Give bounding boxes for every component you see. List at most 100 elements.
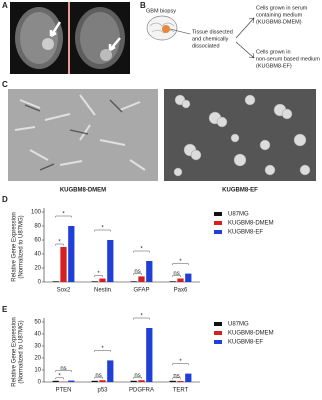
bar [107, 240, 114, 282]
diagram-text: (KUGBM8-DMEM) [256, 19, 302, 25]
significance-bracket [94, 377, 103, 379]
bar [146, 261, 153, 282]
bar [169, 380, 176, 382]
bar [52, 380, 59, 382]
diagram-text: GBM biopsy [146, 8, 176, 14]
significance-label: * [58, 373, 61, 379]
significance-bracket [133, 273, 142, 275]
y-tick-label: 10 [34, 368, 41, 374]
x-tick-label: p53 [97, 388, 108, 394]
x-tick-label: PTEN [55, 388, 71, 394]
legend-swatch [214, 221, 222, 225]
brain-icon [146, 15, 191, 41]
mri-image [10, 2, 68, 74]
significance-bracket [172, 263, 189, 266]
significance-bracket [94, 350, 111, 352]
significance-label: ns [60, 366, 66, 372]
legend-label: KUGBM8-EF [228, 340, 263, 346]
y-axis-label: (Normalized to U87MG) [19, 215, 25, 278]
y-tick-label: 60 [34, 238, 41, 244]
y-axis-label: Relative Gene Expression [12, 212, 18, 281]
legend-swatch [214, 340, 222, 344]
y-tick-label: 40 [34, 252, 41, 258]
significance-bracket [172, 275, 181, 277]
legend-label: KUGBM8-DMEM [228, 331, 274, 337]
diagram-text: Cells grown in serum [256, 5, 308, 11]
micrograph [8, 89, 158, 181]
significance-label: * [62, 212, 65, 218]
panel-label: B [140, 1, 146, 10]
y-tick-label: 20 [34, 356, 41, 362]
bar [177, 278, 184, 282]
significance-label: * [101, 346, 104, 352]
legend-label: KUGBM8-EF [228, 230, 263, 236]
bar [91, 281, 98, 282]
panel-label: D [2, 195, 8, 204]
significance-bracket [133, 377, 142, 379]
diagram-text: and chemically [192, 36, 229, 42]
significance-label: * [179, 359, 182, 365]
micrograph [164, 89, 316, 181]
bar [169, 281, 176, 282]
arrow [235, 17, 255, 59]
y-tick-label: 40 [34, 332, 41, 338]
significance-bracket [55, 215, 72, 218]
legend-label: KUGBM8-DMEM [228, 221, 274, 227]
panel-label: A [2, 1, 8, 10]
significance-label: * [58, 240, 61, 246]
significance-label: * [179, 259, 182, 265]
bar [99, 278, 106, 282]
significance-bracket [172, 363, 189, 366]
significance-label: * [97, 271, 100, 277]
y-tick-label: 80 [34, 224, 41, 230]
diagram-text: containing medium [256, 12, 303, 18]
bar [68, 380, 75, 382]
significance-bracket [55, 243, 64, 246]
y-tick-label: 30 [34, 344, 41, 350]
y-tick-label: 20 [34, 266, 41, 272]
legend-label: U87MG [228, 322, 249, 328]
x-tick-label: Pax6 [174, 288, 188, 294]
bar [185, 273, 192, 282]
significance-bracket [55, 370, 72, 373]
y-axis-label: (Normalized to U87MG) [19, 320, 25, 383]
diagram-text: (KUGBM8-EF) [256, 63, 292, 69]
x-tick-label: TERT [173, 388, 189, 394]
significance-bracket [94, 275, 103, 277]
bar [130, 281, 137, 282]
significance-label: * [140, 247, 143, 253]
significance-label: ns [134, 373, 140, 379]
diagram-text: non-serum based medium [256, 56, 320, 62]
bar [107, 360, 114, 382]
bar [146, 328, 153, 382]
bar [177, 381, 184, 382]
diagram-text: dissociated [192, 43, 220, 49]
y-tick-label: 0 [38, 280, 42, 286]
significance-label: ns [134, 269, 140, 275]
significance-bracket [172, 377, 181, 380]
bar [60, 247, 67, 282]
significance-bracket [133, 317, 150, 320]
significance-bracket [94, 229, 111, 232]
legend-swatch [214, 212, 222, 216]
legend-swatch [214, 322, 222, 326]
y-tick-label: 0 [38, 380, 42, 386]
panel-label: C [2, 80, 8, 89]
bar [130, 380, 137, 382]
y-tick-label: 100 [31, 210, 42, 216]
x-tick-label: GFAP [133, 288, 149, 294]
legend-swatch [214, 230, 222, 234]
y-axis-label: Relative Gene Expression [12, 317, 18, 386]
significance-label: * [101, 226, 104, 232]
bar [68, 226, 75, 282]
bar [138, 380, 145, 382]
bar [138, 276, 145, 282]
diagram-text: Cells grown in [256, 49, 291, 55]
bar [185, 373, 192, 382]
significance-label: * [140, 314, 143, 320]
bar [99, 380, 106, 382]
x-tick-label: PDGFRA [129, 388, 154, 394]
legend-swatch [214, 331, 222, 335]
